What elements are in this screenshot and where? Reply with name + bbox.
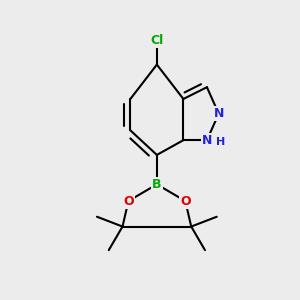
Text: Cl: Cl bbox=[150, 34, 164, 46]
Text: N: N bbox=[214, 107, 224, 120]
Text: H: H bbox=[216, 137, 225, 147]
Text: B: B bbox=[152, 178, 162, 191]
Text: O: O bbox=[180, 194, 190, 208]
Text: N: N bbox=[202, 134, 212, 147]
Text: O: O bbox=[123, 194, 134, 208]
